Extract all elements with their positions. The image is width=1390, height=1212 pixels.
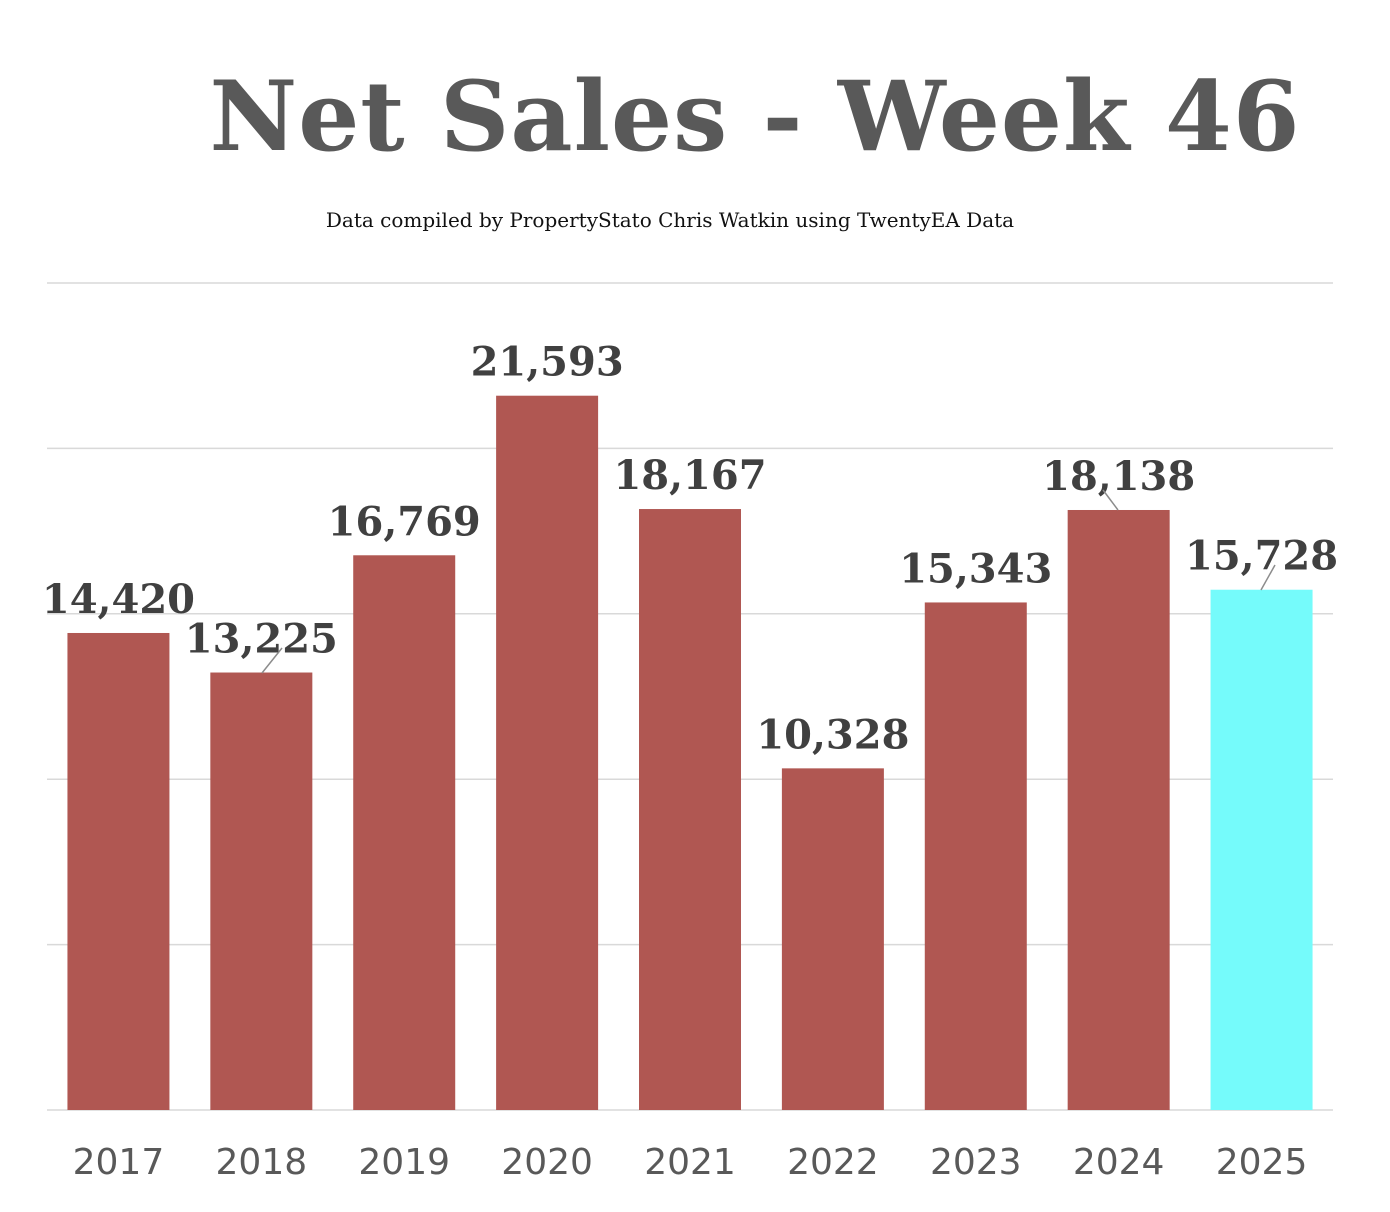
- value-label-2022: 10,328: [756, 711, 909, 758]
- bar-2022: [781, 768, 884, 1110]
- value-label-2025: 15,728: [1185, 533, 1338, 580]
- value-label-2024: 18,138: [1042, 453, 1195, 500]
- bar-2017: [67, 632, 170, 1110]
- category-label-2025: 2025: [1216, 1142, 1308, 1183]
- category-label-2020: 2020: [501, 1142, 593, 1183]
- leader-line-2025: [1260, 564, 1276, 591]
- category-label-2023: 2023: [930, 1142, 1022, 1183]
- value-label-2020: 21,593: [471, 339, 624, 386]
- chart-title: Net Sales - Week 46: [209, 60, 1301, 173]
- category-label-2022: 2022: [787, 1142, 879, 1183]
- value-label-2018: 13,225: [185, 616, 338, 663]
- value-label-2017: 14,420: [42, 576, 195, 623]
- category-label-2017: 2017: [73, 1142, 165, 1183]
- bar-2018: [210, 672, 313, 1110]
- value-label-2023: 15,343: [899, 545, 1052, 592]
- leader-line-2018: [261, 647, 283, 674]
- bar-2023: [924, 602, 1027, 1110]
- bar-2019: [353, 555, 456, 1110]
- value-label-2019: 16,769: [328, 498, 481, 545]
- bar-2021: [639, 509, 741, 1110]
- leader-line-2024: [1102, 489, 1119, 511]
- category-label-2018: 2018: [216, 1142, 308, 1183]
- chart-subtitle: Data compiled by PropertyStato Chris Wat…: [325, 208, 1015, 232]
- bar-2025: [1210, 589, 1313, 1110]
- value-label-2021: 18,167: [613, 452, 766, 499]
- bar-2024: [1067, 509, 1170, 1110]
- category-label-2019: 2019: [358, 1142, 450, 1183]
- category-label-2021: 2021: [644, 1142, 736, 1183]
- category-label-2024: 2024: [1073, 1142, 1165, 1183]
- bar-2020: [496, 395, 599, 1110]
